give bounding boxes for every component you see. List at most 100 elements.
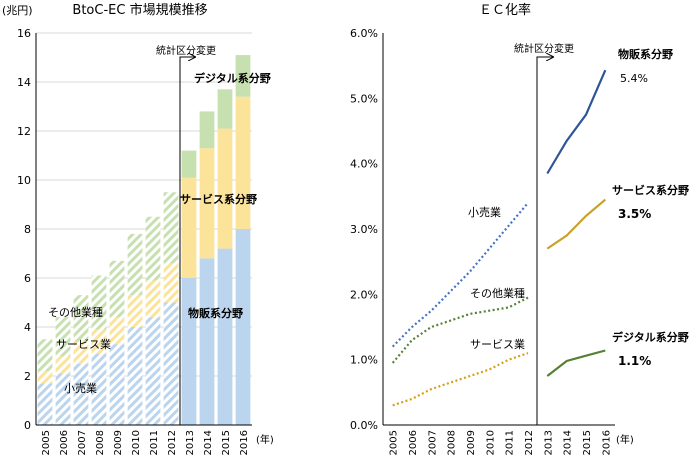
bar-segment-service <box>37 371 53 384</box>
bar-segment-retail <box>127 327 143 425</box>
line-x-tick-label: 2008 <box>447 430 458 455</box>
bar-segment-service <box>145 280 161 318</box>
line-y-tick-label: 5.0% <box>350 92 378 105</box>
line-label-services-field: サービス系分野 <box>612 183 689 197</box>
bar-segment-service <box>73 341 89 364</box>
bar-segment-services-field <box>199 148 215 259</box>
bar-segment-retail <box>55 373 71 425</box>
bar-y-tick-label: 2 <box>24 370 31 383</box>
line-x-tick-label: 2009 <box>466 430 477 455</box>
line-series-goods-field <box>546 69 607 175</box>
line-label-retail: 小売業 <box>468 206 501 219</box>
line-x-tick-label: 2012 <box>524 430 535 455</box>
line-x-tick-label: 2005 <box>389 430 400 455</box>
line-label-digital: デジタル系分野 <box>612 330 689 344</box>
line-end-services-field: 3.5% <box>618 207 651 221</box>
bar-segment-digital-field <box>181 150 197 178</box>
bar-x-tick-label: 2013 <box>185 430 196 455</box>
line-chart-annotation: 統計区分変更 <box>514 42 574 55</box>
bar-segment-retail <box>37 383 53 425</box>
line-label-other: その他業種 <box>470 286 525 300</box>
bar-y-tick-label: 0 <box>24 419 31 432</box>
bar-x-tick-label: 2009 <box>113 430 124 455</box>
line-series-other <box>391 296 529 364</box>
line-series-services-field <box>546 198 607 250</box>
bar-segment-retail <box>73 363 89 425</box>
bar-segment-other <box>145 216 161 281</box>
bar-y-tick-label: 6 <box>24 272 31 285</box>
bar-segment-other <box>91 275 107 330</box>
bar-x-tick-label: 2010 <box>131 430 142 455</box>
line-label-service: サービス業 <box>470 338 525 351</box>
bar-y-tick-label: 8 <box>24 223 31 236</box>
bar-x-tick-label: 2006 <box>59 430 70 455</box>
bar-segment-service <box>55 356 71 374</box>
bar-segment-service <box>127 295 143 327</box>
bar-segment-other <box>127 233 143 296</box>
line-series-service <box>392 352 529 407</box>
bar-segment-digital-field <box>199 111 215 149</box>
bar-segment-retail <box>109 344 125 425</box>
line-x-tick-label: 2006 <box>408 430 419 455</box>
bar-x-tick-label: 2014 <box>203 430 214 455</box>
bar-label-services-field: サービス系分野 <box>180 192 257 206</box>
line-y-tick-label: 1.0% <box>350 354 378 367</box>
line-y-tick-label: 3.0% <box>350 223 378 236</box>
bar-segment-service <box>163 263 179 303</box>
bar-chart-unit-label: (兆円) <box>2 4 33 17</box>
bar-y-tick-label: 12 <box>17 125 31 138</box>
bar-segment-digital-field <box>217 89 233 129</box>
bar-segment-retail <box>145 317 161 425</box>
bar-segment-service <box>91 329 107 354</box>
line-x-tick-label: 2011 <box>505 430 516 455</box>
bar-chart-annotation-arrow <box>179 57 195 425</box>
bar-label-service: サービス業 <box>56 338 111 351</box>
line-x-tick-label: 2015 <box>582 430 593 455</box>
bar-x-tick-label: 2012 <box>167 430 178 455</box>
line-end-digital: 1.1% <box>618 354 651 368</box>
line-y-tick-label: 6.0% <box>350 27 378 40</box>
bar-segment-other <box>109 260 125 318</box>
bar-chart-x-unit-label: (年) <box>256 433 274 446</box>
bar-label-retail: 小売業 <box>64 382 97 395</box>
bar-y-tick-label: 14 <box>17 76 31 89</box>
bar-y-tick-label: 16 <box>17 27 31 40</box>
bar-segment-other <box>55 317 71 357</box>
bar-chart-title: BtoC-EC 市場規模推移 <box>72 2 207 18</box>
bar-segment-service <box>109 317 125 345</box>
line-series-digital-field <box>546 349 606 377</box>
bar-segment-retail <box>91 353 107 425</box>
bar-segment-other <box>73 295 89 342</box>
bar-segment-services-field <box>235 96 251 229</box>
bar-x-tick-label: 2008 <box>95 430 106 455</box>
bar-label-other: その他業種 <box>48 305 103 319</box>
bar-segment-retail <box>163 302 179 425</box>
bar-segment-other <box>37 339 53 372</box>
bar-x-tick-label: 2011 <box>149 430 160 455</box>
line-x-tick-label: 2016 <box>601 430 612 455</box>
bar-x-tick-label: 2007 <box>77 430 88 455</box>
line-x-tick-label: 2007 <box>427 430 438 455</box>
bar-x-tick-label: 2005 <box>41 430 52 455</box>
line-y-tick-label: 0.0% <box>350 419 378 432</box>
bar-y-tick-label: 4 <box>24 321 31 334</box>
bar-y-tick-label: 10 <box>17 174 31 187</box>
bar-segment-goods-field <box>217 248 233 425</box>
bar-segment-services-field <box>181 177 197 278</box>
line-x-tick-label: 2014 <box>563 430 574 455</box>
line-x-tick-label: 2013 <box>543 430 554 455</box>
line-y-tick-label: 4.0% <box>350 158 378 171</box>
bar-segment-other <box>163 192 179 264</box>
bar-label-digital: デジタル系分野 <box>194 71 271 85</box>
line-chart-x-unit-label: (年) <box>616 433 634 446</box>
bar-segment-services-field <box>217 128 233 249</box>
line-chart-annotation-arrow <box>536 57 553 425</box>
bar-label-goods: 物販系分野 <box>188 306 243 320</box>
bar-segment-goods-field <box>235 229 251 425</box>
bar-segment-goods-field <box>181 278 197 425</box>
line-y-tick-label: 2.0% <box>350 288 378 301</box>
line-chart-title: ＥＣ化率 <box>479 2 531 18</box>
line-x-tick-label: 2010 <box>485 430 496 455</box>
